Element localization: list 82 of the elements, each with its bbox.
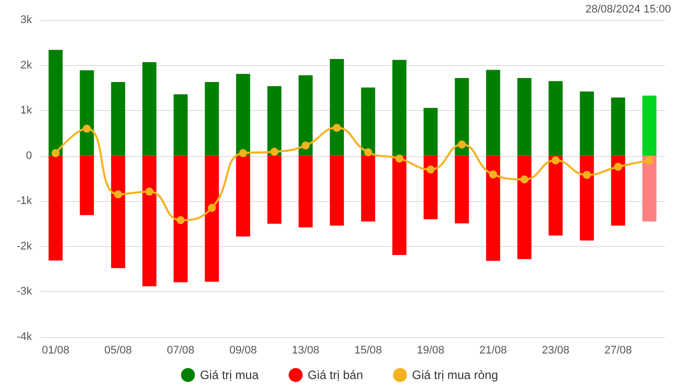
- point: [82, 124, 91, 133]
- bar: [454, 78, 469, 156]
- bar: [424, 156, 438, 220]
- point: [332, 124, 341, 132]
- bar: [392, 60, 406, 156]
- point: [364, 148, 372, 156]
- x-tick-label: 21/08: [479, 344, 507, 356]
- y-tick-label: 2k: [20, 59, 32, 72]
- point: [552, 156, 560, 164]
- text: 28/08/2024 15:00: [585, 4, 672, 16]
- bar: [236, 156, 250, 236]
- point: [208, 204, 216, 212]
- point: [239, 149, 248, 158]
- bar: [580, 156, 594, 241]
- bar: [330, 58, 344, 156]
- bar: [80, 70, 94, 156]
- bar: [142, 62, 156, 156]
- bar: [548, 156, 563, 236]
- y-tick-label: 1k: [20, 104, 32, 117]
- bar: [361, 156, 376, 222]
- bar: [611, 97, 626, 156]
- bar: [580, 92, 594, 156]
- bar: [330, 156, 344, 226]
- y-tick-label: 3k: [20, 14, 32, 26]
- bar: [486, 70, 500, 156]
- bar: [48, 50, 63, 156]
- bar: [642, 96, 656, 156]
- x-tick-label: 13/08: [292, 344, 320, 356]
- bar: [111, 156, 126, 268]
- legend-label: Giá trị mua: [200, 368, 259, 382]
- bar: [298, 75, 313, 156]
- bar: [517, 156, 532, 260]
- x-tick-label: 01/08: [42, 344, 70, 356]
- x-tick-label: 09/08: [229, 344, 257, 356]
- bar: [361, 87, 376, 156]
- point: [270, 148, 278, 156]
- point: [395, 154, 404, 163]
- legend-label: Giá trị bán: [308, 368, 364, 382]
- x-tick-label: 15/08: [354, 344, 382, 356]
- bar: [267, 86, 282, 156]
- point: [489, 170, 498, 178]
- bar: [204, 156, 219, 282]
- bar: [454, 156, 469, 224]
- bar: [548, 81, 563, 156]
- bar: [204, 82, 219, 156]
- x-tick-label: 05/08: [104, 344, 132, 356]
- point: [645, 156, 654, 164]
- point: [52, 149, 60, 158]
- y-tick-label: -2k: [16, 240, 32, 252]
- x-tick-label: 23/08: [542, 344, 570, 356]
- point: [176, 216, 185, 224]
- bar: [267, 156, 282, 224]
- bar: [486, 156, 500, 261]
- y-tick-label: -1k: [16, 195, 32, 208]
- bar: [174, 156, 188, 282]
- bar: [142, 156, 156, 286]
- x-tick-label: 27/08: [604, 344, 632, 356]
- bar: [392, 156, 406, 256]
- bar: [236, 74, 250, 156]
- point: [426, 165, 435, 174]
- point: [302, 141, 310, 150]
- x-tick-label: 19/08: [416, 344, 444, 356]
- x-tick-label: 07/08: [166, 344, 194, 356]
- point: [114, 190, 122, 198]
- point: [520, 175, 528, 184]
- point: [145, 188, 154, 196]
- y-tick-label: -4k: [16, 331, 32, 343]
- point: [582, 170, 591, 179]
- legend-label: Giá trị mua ròng: [412, 368, 498, 382]
- y-tick-label: -3k: [16, 286, 32, 298]
- y-tick-label: 0: [26, 150, 32, 162]
- point: [458, 140, 466, 149]
- bar: [517, 78, 532, 156]
- bar: [642, 156, 656, 222]
- point: [614, 162, 622, 171]
- bar: [298, 156, 313, 228]
- bar: [174, 94, 188, 156]
- bar: [111, 82, 126, 156]
- bar: [611, 156, 626, 226]
- bar: [424, 108, 438, 156]
- bar: [48, 156, 63, 260]
- bar: [80, 156, 94, 216]
